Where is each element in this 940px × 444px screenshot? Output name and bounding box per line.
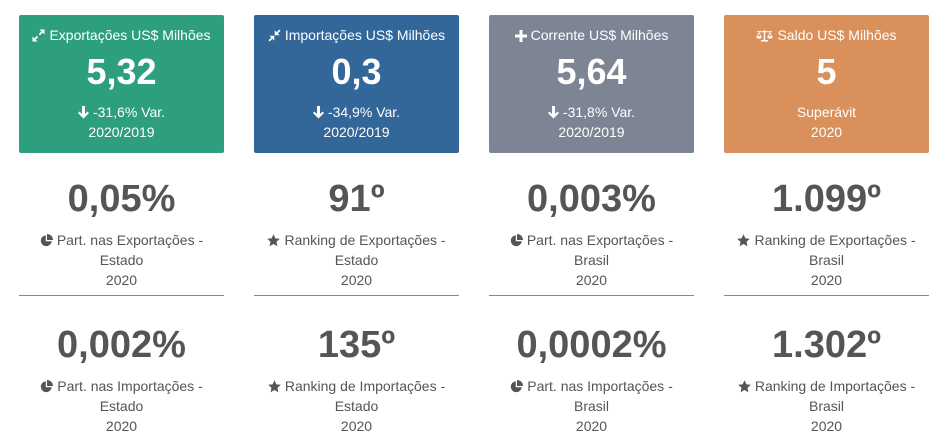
plus-icon <box>514 30 527 42</box>
stat-label: Part. nas Importações - Brasil 2020 <box>489 376 694 436</box>
stat-label-line2: Estado <box>334 398 379 414</box>
card-period: 2020/2019 <box>558 124 625 140</box>
stat-label-line1: Ranking de Importações - <box>754 378 916 394</box>
stat-value: 0,003% <box>527 178 656 220</box>
stat-label-line3: 2020 <box>575 418 608 434</box>
card-variation-text: -31,6% Var. <box>92 104 166 120</box>
stat-value: 0,002% <box>57 324 186 366</box>
stat-label-line2: Brasil <box>573 398 609 414</box>
pie-chart-icon <box>510 380 524 393</box>
card-value: 5 <box>816 51 837 92</box>
stat-label-line2: Estado <box>99 252 144 268</box>
balance-scale-icon <box>756 29 774 42</box>
stat-label: Ranking de Exportações - Estado 2020 <box>254 230 459 290</box>
card-importacoes: Importações US$ Milhões 0,3 -34,9% Var. … <box>254 15 459 153</box>
stat-label-line1: Part. nas Exportações - <box>526 232 674 248</box>
stat-label: Ranking de Importações - Brasil 2020 <box>724 376 929 436</box>
card-title: Importações US$ Milhões <box>254 27 459 43</box>
stat-value: 91º <box>328 178 385 220</box>
stat-label-line1: Part. nas Importações - <box>57 378 203 394</box>
stat-label-line3: 2020 <box>340 418 373 434</box>
card-period: 2020/2019 <box>88 124 155 140</box>
stat-label-line3: 2020 <box>105 418 138 434</box>
stat-label-line1: Ranking de Importações - <box>284 378 446 394</box>
card-variation-text: -31,8% Var. <box>562 104 636 120</box>
arrow-down-icon <box>77 106 89 119</box>
card-title-text: Importações US$ Milhões <box>284 27 446 43</box>
stat-label-line3: 2020 <box>340 272 373 288</box>
stat-label-line2: Estado <box>334 252 379 268</box>
star-icon <box>268 380 281 393</box>
card-title-text: Corrente US$ Milhões <box>530 27 669 43</box>
stat-value: 1.302º <box>772 324 881 366</box>
star-icon <box>738 380 751 393</box>
card-title-text: Exportações US$ Milhões <box>49 27 211 43</box>
stat-label-line1: Part. nas Importações - <box>527 378 673 394</box>
stat-label: Part. nas Importações - Estado 2020 <box>19 376 224 436</box>
card-variation: -31,6% Var. <box>19 104 224 120</box>
stat-label-line2: Brasil <box>808 398 844 414</box>
stat-label-line3: 2020 <box>105 272 138 288</box>
stat-label: Part. nas Exportações - Brasil 2020 <box>489 230 694 290</box>
stat-value: 135º <box>317 324 396 366</box>
card-title: Corrente US$ Milhões <box>489 27 694 43</box>
stat-value: 1.099º <box>772 178 881 220</box>
pie-chart-icon <box>40 380 54 393</box>
divider <box>19 295 224 296</box>
stat-label-line1: Part. nas Exportações - <box>56 232 204 248</box>
pie-chart-icon <box>510 234 523 247</box>
stat-label: Ranking de Importações - Estado 2020 <box>254 376 459 436</box>
stat-label-line3: 2020 <box>575 272 608 288</box>
card-title-text: Saldo US$ Milhões <box>777 27 897 43</box>
stat-label-line3: 2020 <box>810 418 843 434</box>
card-variation-text: -34,9% Var. <box>327 104 401 120</box>
card-value: 5,64 <box>556 51 627 92</box>
card-value: 5,32 <box>86 51 157 92</box>
stat-label-line1: Ranking de Exportações - <box>754 232 916 248</box>
card-exportacoes: Exportações US$ Milhões 5,32 -31,6% Var.… <box>19 15 224 153</box>
arrow-down-icon <box>312 106 324 119</box>
divider <box>724 295 929 296</box>
card-saldo: Saldo US$ Milhões 5 Superávit 2020 <box>724 15 929 153</box>
compress-arrows-icon <box>268 29 281 42</box>
stat-label-line1: Ranking de Exportações - <box>284 232 446 248</box>
card-status: Superávit <box>796 104 857 120</box>
stat-label-line2: Estado <box>99 398 144 414</box>
expand-arrows-icon <box>32 29 45 42</box>
stat-value: 0,0002% <box>516 324 667 366</box>
card-value: 0,3 <box>331 51 382 92</box>
arrow-down-icon <box>547 106 559 119</box>
star-icon <box>267 234 281 247</box>
summary-cards: Exportações US$ Milhões 5,32 -31,6% Var.… <box>19 15 929 153</box>
card-variation: -34,9% Var. <box>254 104 459 120</box>
card-period: 2020/2019 <box>323 124 390 140</box>
card-variation: -31,8% Var. <box>489 104 694 120</box>
stat-label: Part. nas Exportações - Estado 2020 <box>19 230 224 290</box>
card-title: Exportações US$ Milhões <box>19 27 224 43</box>
pie-chart-icon <box>40 234 53 247</box>
divider <box>489 295 694 296</box>
card-period: 2020 <box>810 124 843 140</box>
stat-label-line2: Brasil <box>808 252 844 268</box>
stat-label-line3: 2020 <box>810 272 843 288</box>
stat-label: Ranking de Exportações - Brasil 2020 <box>724 230 929 290</box>
divider <box>254 295 459 296</box>
stat-label-line2: Brasil <box>573 252 609 268</box>
card-title: Saldo US$ Milhões <box>724 27 929 43</box>
star-icon <box>737 234 751 247</box>
stat-value: 0,05% <box>67 178 176 220</box>
card-corrente: Corrente US$ Milhões 5,64 -31,8% Var. 20… <box>489 15 694 153</box>
